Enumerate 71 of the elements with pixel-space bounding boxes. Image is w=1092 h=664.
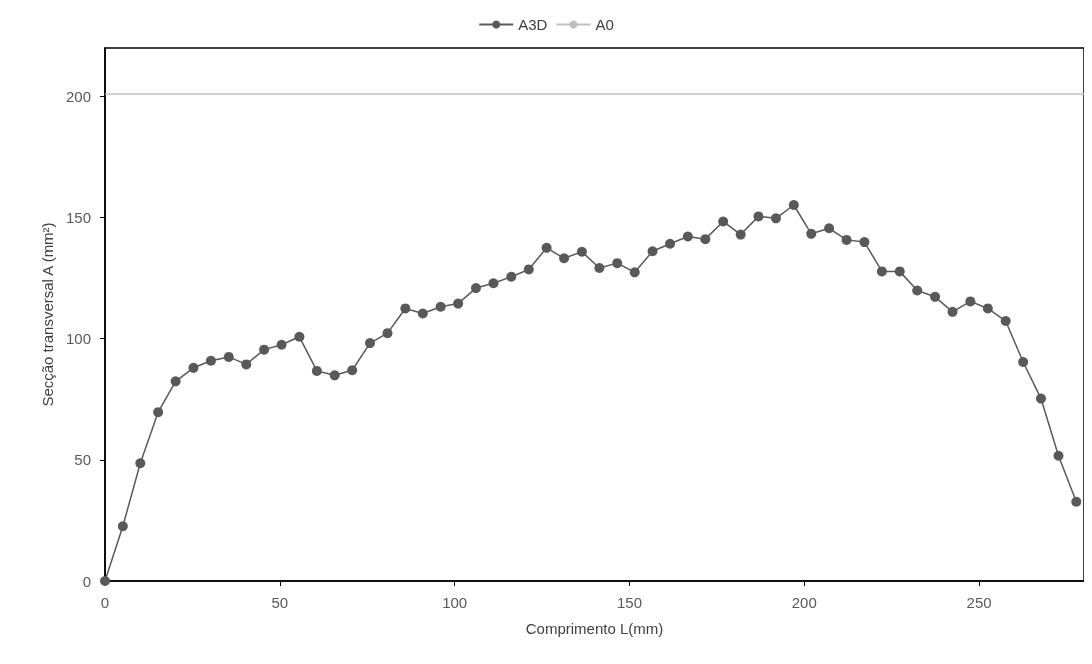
point [930, 291, 941, 302]
point [559, 253, 570, 264]
x-tick-label: 250 [966, 594, 992, 611]
x-tick-label: 150 [616, 594, 642, 611]
point [982, 303, 993, 314]
point [435, 301, 446, 312]
point [400, 303, 411, 314]
point [135, 458, 146, 469]
point [629, 267, 640, 278]
point [912, 285, 923, 296]
point [859, 237, 870, 248]
x-tick-label: 100 [442, 594, 468, 611]
point [506, 271, 517, 282]
point [523, 264, 534, 275]
point [612, 258, 623, 269]
point [223, 351, 234, 362]
x-tick-label: 200 [791, 594, 817, 611]
point [806, 228, 817, 239]
x-axis-title: Comprimento L(mm) [525, 620, 664, 637]
legend-label: A0 [595, 16, 614, 33]
point [329, 370, 340, 381]
point [770, 213, 781, 224]
point [735, 229, 746, 240]
point [753, 211, 764, 222]
point [153, 407, 164, 418]
x-tick-label: 50 [271, 594, 289, 611]
point [1071, 496, 1082, 507]
point [365, 338, 376, 349]
point [453, 298, 464, 309]
point [718, 216, 729, 227]
legend-label: A3D [518, 16, 548, 33]
point [965, 296, 976, 307]
point [788, 200, 799, 210]
y-tick-label: 0 [82, 572, 91, 590]
point [100, 576, 110, 586]
point [1018, 356, 1029, 367]
point [1000, 316, 1011, 327]
x-tick-label: 0 [100, 594, 110, 611]
point [700, 234, 711, 245]
y-tick-label: 150 [65, 209, 91, 227]
point [259, 344, 270, 355]
point [594, 262, 605, 273]
point [541, 242, 552, 253]
point [276, 339, 287, 350]
point [470, 283, 481, 294]
point [347, 365, 358, 376]
point [188, 362, 199, 373]
point [117, 521, 128, 532]
point [382, 328, 393, 339]
y-tick-label: 50 [74, 451, 91, 469]
point [876, 266, 887, 277]
point [894, 266, 905, 277]
point [647, 246, 658, 257]
point [841, 234, 852, 245]
point [170, 376, 181, 387]
point [294, 331, 305, 342]
y-tick-label: 200 [65, 87, 91, 105]
point [311, 365, 322, 376]
point [1036, 393, 1046, 404]
point [682, 231, 693, 242]
point [241, 359, 252, 370]
point [947, 306, 958, 317]
point [488, 278, 499, 289]
point [576, 246, 587, 257]
y-tick-label: 100 [65, 330, 91, 348]
point [665, 238, 676, 249]
point [824, 223, 835, 234]
y-axis-title: Secção transversal A (mm²) [39, 222, 56, 407]
point [417, 308, 428, 319]
point [205, 355, 216, 366]
point [1053, 450, 1064, 461]
